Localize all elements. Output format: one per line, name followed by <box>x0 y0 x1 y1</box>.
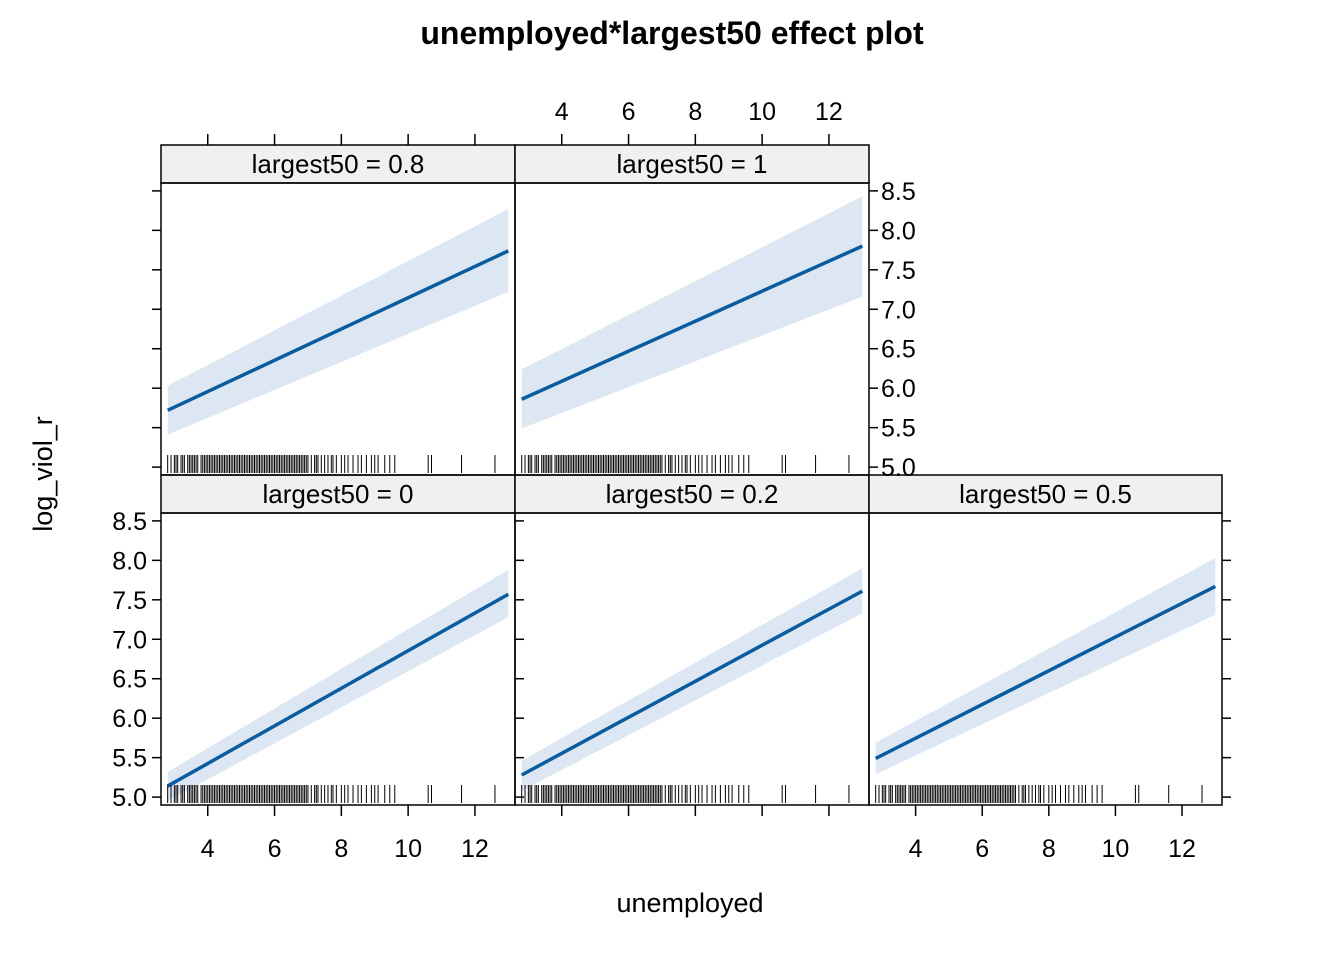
panel-2: largest50 = 0.5 4 6 8 10 12 <box>868 474 1231 863</box>
x-tick-label: 6 <box>975 835 989 863</box>
y-tick-label: 7.5 <box>881 257 916 285</box>
fit-line <box>166 592 510 788</box>
y-tick-label: 6.0 <box>112 705 147 733</box>
y-tick-label: 8.0 <box>112 547 147 575</box>
panel-strip-label: largest50 = 1 <box>616 149 767 179</box>
y-tick-label: 7.0 <box>112 626 147 654</box>
panel-4: largest50 = 1 5.0 5.5 6.0 6.5 7.0 7.5 8.0 8.5 4 6 8… <box>514 98 916 482</box>
x-tick-label: 12 <box>1168 835 1196 863</box>
panel-strip-label: largest50 = 0 <box>262 479 413 509</box>
confidence-band <box>167 209 509 435</box>
x-tick-label: 8 <box>688 98 702 126</box>
y-tick-label: 5.5 <box>881 415 916 443</box>
y-tick-label: 7.5 <box>112 587 147 615</box>
y-tick-label: 7.0 <box>881 296 916 324</box>
panel-frame <box>868 512 1223 806</box>
y-tick-label: 6.0 <box>881 375 916 403</box>
x-tick-label: 6 <box>622 98 636 126</box>
x-tick-label: 4 <box>201 835 215 863</box>
x-tick-label: 8 <box>334 835 348 863</box>
fit-line <box>520 244 864 401</box>
panel-strip-label: largest50 = 0.8 <box>252 149 425 179</box>
y-tick-label: 8.5 <box>112 508 147 536</box>
x-tick-label: 4 <box>555 98 569 126</box>
fit-line <box>874 584 1217 760</box>
x-tick-label: 12 <box>815 98 843 126</box>
chart-title: unemployed*largest50 effect plot <box>420 15 924 51</box>
fit-line <box>166 249 510 412</box>
panel-plot-area <box>166 209 510 473</box>
panel-frame <box>514 182 870 476</box>
fit-line <box>520 589 864 777</box>
confidence-band <box>167 569 509 802</box>
panel-strip <box>868 474 1223 514</box>
y-tick-label: 5.5 <box>112 745 147 773</box>
panel-plot-area <box>520 196 864 473</box>
panel-plot-area <box>874 557 1217 803</box>
y-tick-label: 6.5 <box>112 666 147 694</box>
y-tick-label: 5.0 <box>112 784 147 812</box>
x-axis-title: unemployed <box>616 888 763 918</box>
x-tick-label: 10 <box>1102 835 1130 863</box>
y-axis-title: log_viol_r <box>28 416 58 532</box>
x-tick-label: 10 <box>748 98 776 126</box>
x-tick-label: 4 <box>909 835 923 863</box>
panel-plot-area <box>520 568 864 803</box>
y-tick-label: 8.5 <box>881 178 916 206</box>
y-tick-label: 8.0 <box>881 217 916 245</box>
panel-strip-label: largest50 = 0.2 <box>606 479 779 509</box>
x-tick-label: 10 <box>394 835 422 863</box>
panel-strip-label: largest50 = 0.5 <box>959 479 1132 509</box>
confidence-band <box>521 196 863 429</box>
confidence-band <box>521 568 863 791</box>
y-tick-label: 6.5 <box>881 336 916 364</box>
panel-0: largest50 = 0 5.0 5.5 6.0 6.5 7.0 7.5 8.0 8.5 4 6 8… <box>112 474 524 863</box>
x-tick-label: 6 <box>268 835 282 863</box>
y-tick-label: 5.0 <box>881 454 916 482</box>
panel-plot-area <box>166 569 510 803</box>
panel-3: largest50 = 0.8 <box>152 134 516 476</box>
x-tick-label: 12 <box>461 835 489 863</box>
panel-strip <box>160 144 516 184</box>
x-tick-label: 8 <box>1042 835 1056 863</box>
panel-1: largest50 = 0.2 <box>514 474 870 816</box>
panel-grid: largest50 = 0 5.0 5.5 6.0 6.5 7.0 7.5 8.0 8.5 4 6 8… <box>112 98 1231 863</box>
panel-strip <box>160 474 516 514</box>
confidence-band <box>875 557 1216 775</box>
